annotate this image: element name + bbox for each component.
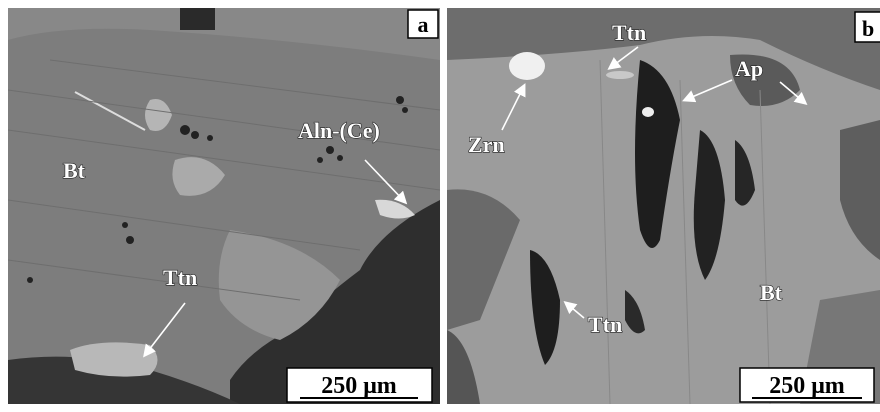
arrow <box>143 302 186 358</box>
arrow <box>607 46 639 70</box>
panel-letter-box <box>407 9 439 39</box>
scale-bar-box <box>286 367 433 403</box>
mineral-label: Ttn <box>163 265 197 290</box>
arrow <box>563 300 585 319</box>
panel-letter: b <box>862 16 874 41</box>
mineral-label: Ttn <box>588 312 622 337</box>
panel-letter-box <box>854 11 880 43</box>
arrow <box>501 83 526 131</box>
mineral-label: Bt <box>760 280 783 305</box>
mineral-label: Bt <box>63 158 86 183</box>
scale-bar-label: 250 μm <box>769 373 845 399</box>
arrow <box>682 79 733 103</box>
scale-bar-box <box>739 367 875 403</box>
mineral-label: Aln-(Ce) <box>298 118 380 143</box>
micrograph-b <box>447 8 880 404</box>
arrow <box>364 159 408 205</box>
mineral-label: Ap <box>735 56 763 81</box>
micrograph-a <box>8 8 440 404</box>
panel-letter: a <box>418 12 429 37</box>
mineral-label: Zrn <box>468 132 505 157</box>
mineral-label: Ttn <box>612 20 646 45</box>
scale-bar-label: 250 μm <box>321 373 397 399</box>
arrow <box>779 81 808 106</box>
